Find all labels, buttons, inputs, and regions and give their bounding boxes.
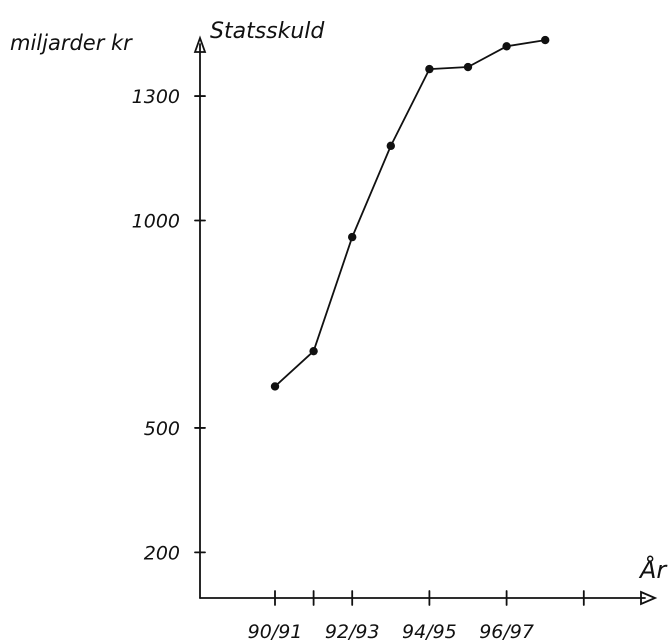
data-point [425, 64, 434, 74]
data-point [386, 141, 395, 151]
x-axis-title: År [638, 555, 668, 584]
y-axis-unit-label: miljarder kr [10, 31, 133, 55]
x-tick-label: 90/91 [248, 621, 303, 643]
y-tick-label: 200 [144, 542, 180, 564]
x-tick-label: 96/97 [479, 621, 534, 643]
x-tick-label: 92/93 [325, 621, 380, 643]
axes [193, 35, 658, 606]
x-tick-label: 94/95 [402, 621, 457, 643]
data-point [502, 42, 511, 51]
y-tick-label: 1300 [132, 86, 180, 108]
data-point [541, 35, 550, 45]
y-axis-arrowhead [193, 35, 207, 53]
y-tick-label: 1000 [132, 211, 180, 233]
data-point [348, 232, 357, 242]
y-ticks: 200 500 1000 1300 [132, 86, 206, 564]
data-point [309, 346, 318, 356]
series-group [270, 35, 550, 391]
x-axis-arrowhead [640, 590, 658, 606]
x-ticks: 90/91 92/93 94/95 96/97 [248, 590, 585, 643]
series-line [274, 39, 546, 388]
chart-title: Statsskuld [210, 19, 325, 44]
data-point [270, 382, 280, 391]
y-tick-label: 500 [144, 418, 180, 440]
data-point [463, 62, 473, 72]
